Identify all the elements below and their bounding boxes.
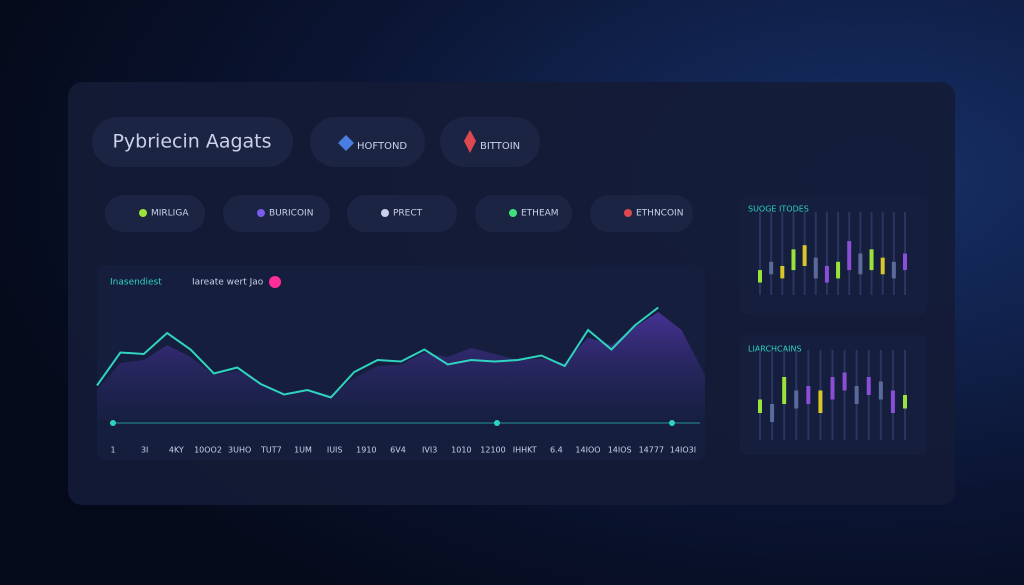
candle <box>794 390 799 409</box>
pill[interactable] <box>310 117 425 167</box>
candle <box>769 261 774 275</box>
side-panel-title: SUOGE ITODES <box>748 205 809 214</box>
chip-icon <box>257 209 265 217</box>
icon <box>464 130 476 153</box>
chip[interactable] <box>347 195 457 232</box>
candle <box>847 241 852 271</box>
legend-item: Inasendiest <box>110 278 162 288</box>
chip[interactable] <box>223 195 330 232</box>
x-tick-label: 6.4 <box>550 446 563 455</box>
candle <box>866 377 871 395</box>
chip-icon <box>381 209 389 217</box>
chip-icon <box>624 209 632 217</box>
icon <box>338 135 354 151</box>
dot <box>110 420 116 426</box>
chip-label: ETHNCOIN <box>636 209 683 219</box>
candle <box>869 249 874 271</box>
alert-icon <box>269 276 281 288</box>
chip-label: PRECT <box>393 209 423 219</box>
candle <box>813 257 818 279</box>
area <box>97 312 705 420</box>
candle <box>802 245 807 266</box>
candle <box>890 390 895 413</box>
x-tick-label: 1UM <box>294 446 312 455</box>
candle <box>842 372 847 391</box>
x-tick-label: IHHKT <box>513 446 537 455</box>
candle <box>791 249 796 271</box>
candle <box>891 261 896 279</box>
x-tick-label: 14IOO <box>575 446 600 455</box>
x-tick-label: IVI3 <box>422 446 437 455</box>
x-tick-label: 1 <box>110 446 115 455</box>
candle <box>903 253 907 271</box>
x-tick-label: TUT7 <box>260 446 282 455</box>
candle <box>780 265 785 279</box>
chip[interactable] <box>590 195 693 232</box>
candle <box>836 261 841 279</box>
x-tick-label: 10OO2 <box>194 446 222 455</box>
candle <box>758 270 762 283</box>
x-tick-label: 3UHO <box>228 446 251 455</box>
x-tick-label: 1910 <box>356 446 376 455</box>
dot <box>669 420 675 426</box>
chip-label: BURICOIN <box>269 209 313 219</box>
candle <box>878 381 883 400</box>
x-tick-label: 1010 <box>451 446 471 455</box>
candle <box>818 390 823 413</box>
pill-label: HOFTOND <box>357 141 407 152</box>
candle <box>903 395 907 409</box>
chip[interactable] <box>475 195 572 232</box>
x-tick-label: 14IO3I <box>670 446 696 455</box>
pill-label: BITTOIN <box>480 141 520 152</box>
candle <box>858 253 863 275</box>
side-panel-title: LIARCHCAINS <box>748 345 802 354</box>
chip-label: ETHEAM <box>521 209 559 219</box>
x-tick-label: 4KY <box>169 446 184 455</box>
dot <box>494 420 500 426</box>
chip-icon <box>139 209 147 217</box>
x-tick-label: IUIS <box>327 446 343 455</box>
candle <box>770 404 775 422</box>
x-tick-label: 6V4 <box>390 446 406 455</box>
candle <box>830 377 835 400</box>
title-pill <box>92 117 293 167</box>
chip[interactable] <box>105 195 205 232</box>
x-tick-label: 12100 <box>480 446 505 455</box>
candle <box>758 399 762 413</box>
candle <box>854 386 859 404</box>
pill[interactable] <box>440 117 540 167</box>
title: Pybriecin Aagats <box>112 131 271 153</box>
candle <box>806 386 811 404</box>
chip-icon <box>509 209 517 217</box>
chip-label: MIRLIGA <box>151 209 189 219</box>
candle <box>824 265 829 283</box>
x-tick-label: 14IOS <box>608 446 632 455</box>
side-panel <box>740 195 927 315</box>
candle <box>782 377 787 404</box>
x-tick-label: 3I <box>141 446 148 455</box>
line <box>96 306 659 399</box>
legend-item: Iareate wert Jao <box>192 278 264 288</box>
x-tick-label: 14777 <box>639 446 664 455</box>
candle <box>880 257 885 275</box>
